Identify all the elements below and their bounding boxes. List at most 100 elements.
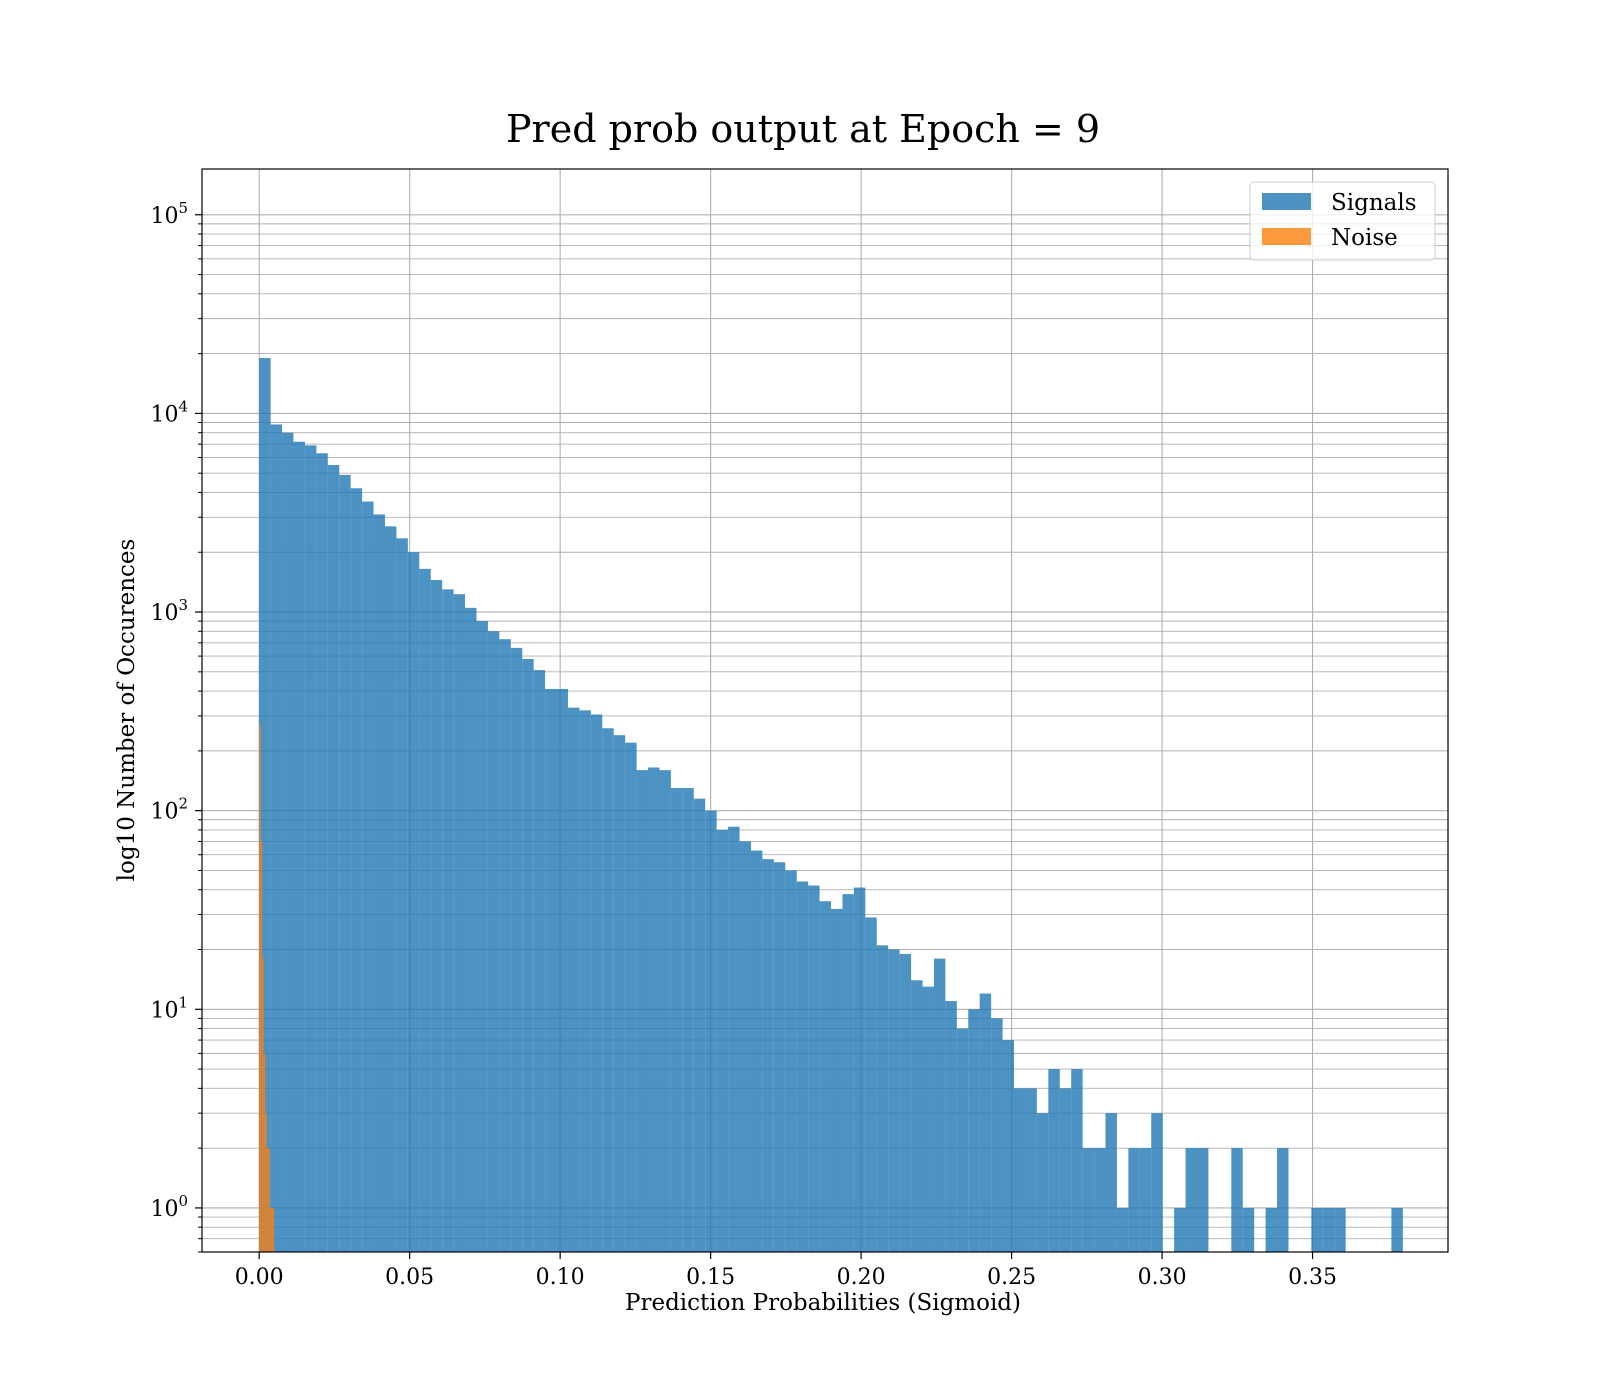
legend-label-signals: Signals (1331, 190, 1417, 216)
histogram-bar (266, 1148, 269, 1252)
x-tick-label: 0.00 (235, 1265, 284, 1290)
histogram-bar (785, 870, 797, 1252)
y-tick-label: 104 (150, 397, 188, 427)
histogram-bar (773, 862, 786, 1252)
histogram-bar (625, 742, 637, 1252)
histogram-bar (272, 1207, 275, 1252)
histogram-bar (911, 980, 923, 1252)
histogram-bar (842, 894, 854, 1252)
histogram-bar (419, 568, 431, 1252)
histogram-bar (991, 1018, 1003, 1252)
y-tick-label: 101 (150, 993, 188, 1023)
histogram-bar (613, 735, 626, 1252)
histogram-bar (865, 917, 877, 1252)
legend-label-noise: Noise (1331, 225, 1398, 251)
histogram-bar (1059, 1088, 1072, 1252)
x-tick-label: 0.10 (536, 1265, 585, 1290)
histogram-bar (1139, 1148, 1152, 1252)
histogram-bar (1094, 1148, 1106, 1252)
histogram-bar (1277, 1148, 1289, 1252)
histogram-bar (1196, 1148, 1209, 1252)
x-tick-label: 0.20 (837, 1265, 886, 1290)
histogram-bar (1231, 1148, 1243, 1252)
histogram-bar (259, 358, 271, 1253)
histogram-bar (590, 714, 603, 1252)
histogram-bar (1048, 1069, 1060, 1252)
histogram-bar (933, 958, 946, 1252)
y-axis-label: log10 Number of Occurences (114, 539, 140, 882)
histogram-bar (705, 810, 717, 1252)
y-axis: 100 101 102 103 104 105 (150, 199, 202, 1253)
histogram-bar (876, 945, 889, 1252)
histogram-bar (808, 885, 820, 1252)
histogram-bar (728, 826, 740, 1252)
histogram-bar (271, 1207, 273, 1252)
histogram-bar (1082, 1148, 1095, 1252)
histogram-bar (659, 770, 671, 1252)
histogram-bar (762, 859, 774, 1252)
histogram-bar (316, 453, 328, 1253)
histogram-bar (968, 1009, 980, 1252)
noise-bars (259, 724, 275, 1252)
histogram-bar (819, 901, 832, 1252)
histogram-bar (362, 501, 374, 1252)
legend-swatch-noise (1262, 228, 1311, 245)
histogram-bar (396, 538, 408, 1252)
x-tick-label: 0.15 (686, 1265, 735, 1290)
histogram-bar (442, 589, 454, 1252)
histogram-bar (499, 639, 511, 1252)
histogram-bar (269, 1207, 272, 1252)
histogram-bar (1242, 1207, 1255, 1252)
histogram-bar (1128, 1148, 1140, 1252)
histogram-bar (1185, 1148, 1197, 1252)
histogram-bar (567, 707, 580, 1252)
y-tick-label: 103 (150, 596, 188, 626)
histogram-bar (922, 986, 934, 1252)
histogram-bar (1151, 1113, 1163, 1252)
histogram-bar (636, 770, 649, 1252)
histogram-bar (407, 552, 420, 1252)
histogram-bar (979, 993, 992, 1252)
histogram-bar (487, 631, 500, 1252)
chart-title: Pred prob output at Epoch = 9 (506, 107, 1100, 151)
histogram-bar (602, 728, 614, 1252)
histogram-bar (945, 1001, 957, 1252)
histogram-bar (1391, 1207, 1403, 1252)
x-axis: 0.00 0.05 0.10 0.15 0.20 0.25 0.30 0.35 (235, 1252, 1337, 1290)
histogram-bar (453, 594, 466, 1252)
histogram-bar (648, 767, 660, 1252)
histogram-bar (339, 474, 351, 1253)
plot-frame (201, 168, 1449, 1253)
x-tick-label: 0.30 (1138, 1265, 1187, 1290)
histogram-bar (545, 688, 557, 1252)
histogram-bar (510, 647, 523, 1252)
histogram-bar (1105, 1113, 1117, 1252)
histogram-bar (682, 788, 694, 1252)
histogram-bar (693, 798, 706, 1252)
histogram-bar (853, 887, 866, 1252)
histogram-bar (304, 445, 317, 1253)
histogram-bar (430, 579, 443, 1252)
histogram-bar (556, 688, 568, 1252)
histogram-bar (716, 829, 729, 1252)
histogram-bar (465, 607, 477, 1252)
x-tick-label: 0.25 (987, 1265, 1036, 1290)
histogram-bar (384, 526, 397, 1252)
histogram-bar (327, 464, 340, 1252)
histogram-bar (1002, 1040, 1015, 1252)
histogram-bar (260, 841, 263, 1252)
histogram-bar (262, 958, 264, 1252)
histogram-bar (259, 724, 261, 1252)
histogram-bar (831, 908, 843, 1252)
x-axis-label: Prediction Probabilities (Sigmoid) (625, 1290, 1021, 1316)
x-tick-label: 0.35 (1288, 1265, 1337, 1290)
histogram-bar (1036, 1113, 1049, 1252)
histogram-bar (888, 949, 900, 1252)
y-tick-label: 100 (150, 1192, 188, 1222)
histogram-bar (1334, 1207, 1346, 1252)
histogram-bar (1014, 1088, 1026, 1252)
histogram-bar (1025, 1088, 1037, 1252)
histogram-bar (670, 788, 683, 1252)
histogram-bar (1265, 1207, 1278, 1252)
histogram-bar (1116, 1207, 1129, 1252)
